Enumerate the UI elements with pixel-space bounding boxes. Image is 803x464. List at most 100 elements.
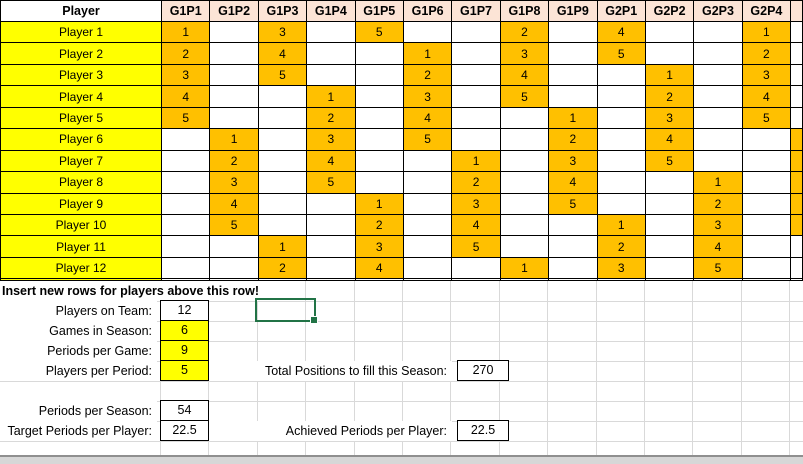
schedule-cell-empty[interactable]: [257, 106, 308, 130]
schedule-cell-filled[interactable]: 1: [209, 128, 259, 151]
schedule-cell-filled[interactable]: 2: [499, 20, 550, 44]
player-name-cell[interactable]: Player 5: [0, 106, 162, 130]
schedule-cell-empty[interactable]: [596, 278, 646, 281]
schedule-cell-empty[interactable]: [644, 20, 695, 44]
schedule-cell-empty[interactable]: [644, 213, 695, 237]
schedule-cell-empty[interactable]: [306, 63, 356, 87]
schedule-cell-empty[interactable]: [499, 149, 550, 173]
column-header-g1p1[interactable]: G1P1: [160, 0, 211, 22]
schedule-cell-empty[interactable]: [499, 171, 550, 194]
schedule-cell-empty[interactable]: [499, 278, 550, 281]
schedule-cell-empty[interactable]: [160, 149, 211, 173]
schedule-cell-filled[interactable]: 4: [693, 235, 743, 258]
games-in-season-value[interactable]: 6: [160, 320, 209, 341]
players-per-period-value[interactable]: 5: [160, 360, 209, 381]
schedule-cell-filled[interactable]: 2: [354, 213, 404, 237]
insert-note-cell[interactable]: Insert new rows for players above this r…: [1, 281, 260, 301]
schedule-cell-empty[interactable]: [693, 42, 743, 65]
schedule-cell-filled[interactable]: 3: [402, 85, 453, 108]
schedule-cell-empty[interactable]: [402, 149, 453, 173]
schedule-cell-filled[interactable]: 4: [306, 149, 356, 173]
schedule-cell-empty[interactable]: [451, 85, 501, 108]
schedule-cell-empty[interactable]: [160, 171, 211, 194]
schedule-cell-filled[interactable]: 3: [209, 171, 259, 194]
column-header-g2p4[interactable]: G2P4: [741, 0, 792, 22]
schedule-cell-empty[interactable]: [596, 128, 646, 151]
schedule-cell-empty[interactable]: [257, 192, 308, 215]
achieved-periods-label[interactable]: Achieved Periods per Player:: [200, 421, 452, 441]
schedule-cell-filled[interactable]: 5: [548, 192, 598, 215]
schedule-cell-filled[interactable]: 1: [306, 85, 356, 108]
schedule-cell-empty[interactable]: [402, 20, 453, 44]
schedule-cell-empty[interactable]: [741, 278, 792, 281]
schedule-cell-empty[interactable]: [644, 192, 695, 215]
schedule-cell-empty[interactable]: [596, 85, 646, 108]
schedule-cell-empty[interactable]: [306, 256, 356, 280]
schedule-cell-filled[interactable]: 4: [451, 213, 501, 237]
schedule-cell-empty[interactable]: [451, 256, 501, 280]
schedule-cell-empty[interactable]: [306, 42, 356, 65]
player-name-cell[interactable]: Player 1: [0, 20, 162, 44]
players-on-team-value[interactable]: 12: [160, 300, 209, 321]
schedule-cell-empty[interactable]: [257, 213, 308, 237]
schedule-cell-empty[interactable]: [160, 278, 211, 281]
schedule-cell-empty[interactable]: [741, 235, 792, 258]
schedule-cell-filled[interactable]: 5: [693, 256, 743, 280]
column-header-g1p9[interactable]: G1P9: [548, 0, 598, 22]
schedule-cell-empty[interactable]: [451, 20, 501, 44]
schedule-cell-cutoff[interactable]: [790, 171, 803, 194]
player-name-cell[interactable]: Player 11: [0, 235, 162, 258]
schedule-cell-filled[interactable]: 1: [741, 20, 792, 44]
schedule-cell-empty[interactable]: [306, 20, 356, 44]
schedule-cell-filled[interactable]: 3: [499, 42, 550, 65]
schedule-cell-filled[interactable]: 4: [354, 256, 404, 280]
schedule-cell-empty[interactable]: [160, 192, 211, 215]
schedule-cell-filled[interactable]: 1: [693, 171, 743, 194]
column-header-g1p6[interactable]: G1P6: [402, 0, 453, 22]
schedule-cell-filled[interactable]: 3: [741, 63, 792, 87]
schedule-cell-empty[interactable]: [693, 85, 743, 108]
schedule-cell-cutoff[interactable]: [790, 192, 803, 215]
schedule-cell-empty[interactable]: [548, 278, 598, 281]
schedule-cell-empty[interactable]: [451, 42, 501, 65]
schedule-cell-filled[interactable]: 2: [402, 63, 453, 87]
column-header-g2p1[interactable]: G2P1: [596, 0, 646, 22]
schedule-cell-filled[interactable]: 4: [402, 106, 453, 130]
schedule-cell-filled[interactable]: 1: [548, 106, 598, 130]
schedule-cell-filled[interactable]: 5: [402, 128, 453, 151]
schedule-cell-cutoff[interactable]: [790, 63, 803, 87]
column-header-g1p3[interactable]: G1P3: [257, 0, 308, 22]
schedule-cell-filled[interactable]: 3: [257, 20, 308, 44]
schedule-cell-empty[interactable]: [160, 213, 211, 237]
schedule-cell-filled[interactable]: 1: [499, 256, 550, 280]
schedule-cell-empty[interactable]: [354, 149, 404, 173]
schedule-cell-empty[interactable]: [306, 213, 356, 237]
schedule-cell-filled[interactable]: 5: [257, 63, 308, 87]
schedule-cell-empty[interactable]: [499, 213, 550, 237]
schedule-cell-filled[interactable]: 2: [644, 85, 695, 108]
schedule-cell-empty[interactable]: [354, 106, 404, 130]
column-header-g2p3[interactable]: G2P3: [693, 0, 743, 22]
schedule-cell-empty[interactable]: [402, 256, 453, 280]
schedule-cell-empty[interactable]: [548, 63, 598, 87]
periods-per-game-label[interactable]: Periods per Game:: [0, 341, 157, 361]
schedule-cell-empty[interactable]: [451, 63, 501, 87]
schedule-cell-empty[interactable]: [596, 171, 646, 194]
schedule-cell-empty[interactable]: [596, 63, 646, 87]
schedule-cell-filled[interactable]: 3: [306, 128, 356, 151]
selected-cell-outline[interactable]: [255, 298, 318, 324]
schedule-cell-empty[interactable]: [741, 256, 792, 280]
schedule-cell-empty[interactable]: [354, 42, 404, 65]
target-periods-per-player-value[interactable]: 22.5: [160, 420, 209, 441]
schedule-cell-filled[interactable]: 2: [596, 235, 646, 258]
schedule-cell-empty[interactable]: [790, 278, 803, 281]
schedule-cell-filled[interactable]: 3: [644, 106, 695, 130]
schedule-cell-empty[interactable]: [548, 42, 598, 65]
total-positions-value[interactable]: 270: [457, 360, 509, 381]
schedule-cell-empty[interactable]: [548, 85, 598, 108]
schedule-cell-filled[interactable]: 4: [596, 20, 646, 44]
schedule-cell-empty[interactable]: [209, 42, 259, 65]
schedule-cell-empty[interactable]: [160, 128, 211, 151]
schedule-cell-empty[interactable]: [402, 213, 453, 237]
schedule-cell-cutoff[interactable]: [790, 235, 803, 258]
